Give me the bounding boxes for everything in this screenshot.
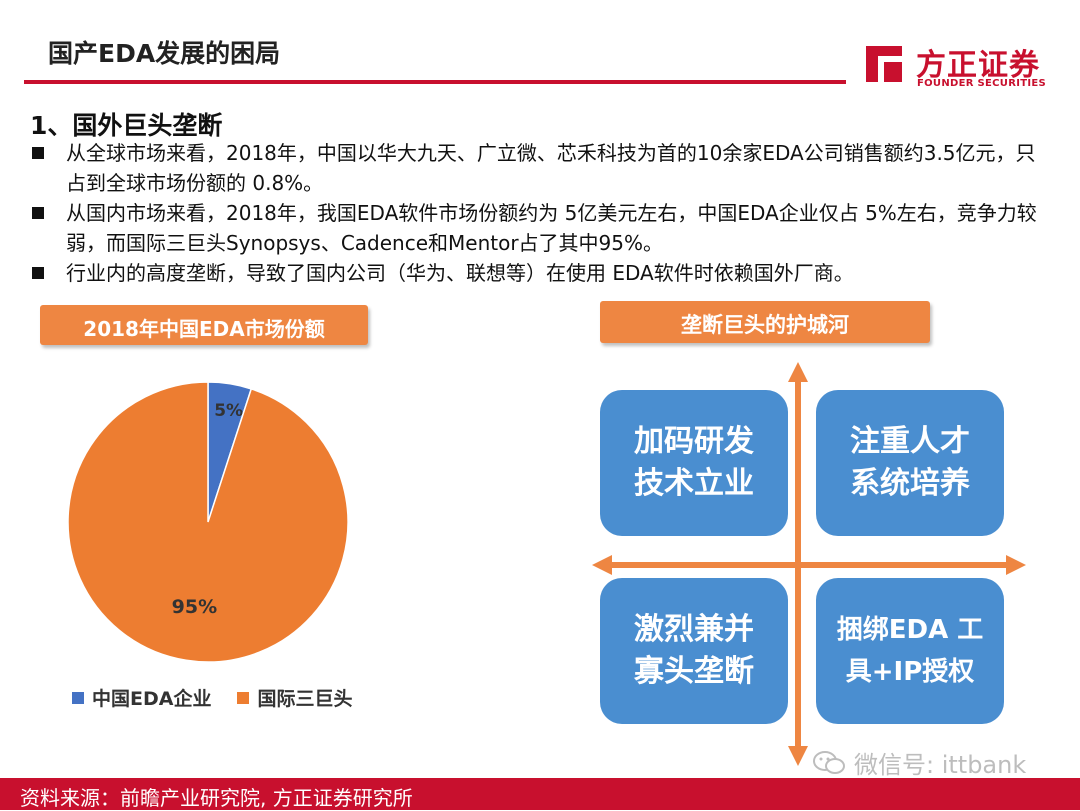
moat-box-line: 具+IP授权	[845, 657, 975, 687]
moat-box-mergers: 激烈兼并 寡头垄断	[600, 578, 788, 724]
source-note: 资料来源：前瞻产业研究院, 方正证券研究所	[20, 786, 413, 810]
moat-box-line: 系统培养	[850, 466, 970, 501]
moat-box-line: 捆绑EDA 工	[836, 615, 984, 645]
bullet-text: 从全球市场来看，2018年，中国以华大九天、广立微、芯禾科技为首的10余家EDA…	[66, 141, 1036, 195]
title-divider	[24, 80, 846, 84]
moat-box-line: 注重人才	[850, 424, 970, 459]
footer-bar: 资料来源：前瞻产业研究院, 方正证券研究所	[0, 778, 1080, 810]
founder-logo-icon	[866, 46, 902, 82]
legend-swatch	[237, 691, 250, 704]
bullet-square-icon	[32, 267, 44, 279]
logo-text-cn: 方正证券	[916, 48, 1040, 83]
moat-box-line: 加码研发	[634, 424, 754, 459]
arrow-left-icon	[592, 555, 612, 575]
legend-entry: 中国EDA企业	[72, 684, 211, 711]
wechat-icon	[813, 750, 845, 774]
pie-slice	[67, 381, 349, 663]
watermark-text: 微信号: ittbank	[854, 751, 1027, 779]
arrow-up-icon	[788, 362, 808, 382]
moat-box-line: 技术立业	[634, 466, 754, 501]
arrow-right-icon	[1006, 555, 1026, 575]
moat-box-talent: 注重人才 系统培养	[816, 390, 1004, 536]
chart-legend: 中国EDA企业 国际三巨头	[72, 684, 378, 711]
bullet-square-icon	[32, 147, 44, 159]
founder-securities-logo: 方正证券 FOUNDER SECURITIES	[862, 38, 1062, 94]
bullet-item: 从国内市场来看，2018年，我国EDA软件市场份额约为 5亿美元左右，中国EDA…	[28, 198, 1048, 258]
legend-swatch	[72, 691, 84, 704]
moat-box-line: 激烈兼并	[634, 612, 754, 647]
legend-label: 中国EDA企业	[92, 688, 212, 710]
bullet-list: 从全球市场来看，2018年，中国以华大九天、广立微、芯禾科技为首的10余家EDA…	[28, 138, 1048, 288]
pie-data-label: 95%	[172, 596, 217, 618]
moat-box-line: 寡头垄断	[634, 654, 754, 689]
market-share-pie-chart: 5% 95%	[67, 381, 349, 663]
chart-title: 2018年中国EDA市场份额	[83, 317, 325, 341]
wechat-watermark: 微信号: ittbank	[812, 745, 1026, 780]
logo-text-en: FOUNDER SECURITIES	[917, 78, 1047, 89]
page-title: 国产EDA发展的困局	[48, 39, 281, 68]
quadrant-axes	[592, 362, 1026, 766]
bullet-square-icon	[32, 207, 44, 219]
pie-title-bar: 2018年中国EDA市场份额	[40, 305, 368, 345]
legend-entry: 国际三巨头	[237, 684, 352, 711]
bullet-text: 从国内市场来看，2018年，我国EDA软件市场份额约为 5亿美元左右，中国EDA…	[66, 201, 1037, 255]
moat-box-rnd: 加码研发 技术立业	[600, 390, 788, 536]
moat-box-bundling: 捆绑EDA 工 具+IP授权	[816, 578, 1004, 724]
bullet-item: 行业内的高度垄断，导致了国内公司（华为、联想等）在使用 EDA软件时依赖国外厂商…	[28, 258, 1048, 288]
bullet-item: 从全球市场来看，2018年，中国以华大九天、广立微、芯禾科技为首的10余家EDA…	[28, 138, 1048, 198]
section-heading: 1、国外巨头垄断	[30, 111, 223, 140]
bullet-text: 行业内的高度垄断，导致了国内公司（华为、联想等）在使用 EDA软件时依赖国外厂商…	[66, 261, 854, 285]
moat-title: 垄断巨头的护城河	[681, 313, 849, 337]
pie-data-label: 5%	[214, 401, 243, 421]
moat-title-bar: 垄断巨头的护城河	[600, 301, 930, 343]
arrow-down-icon	[788, 746, 808, 766]
legend-label: 国际三巨头	[257, 688, 353, 710]
